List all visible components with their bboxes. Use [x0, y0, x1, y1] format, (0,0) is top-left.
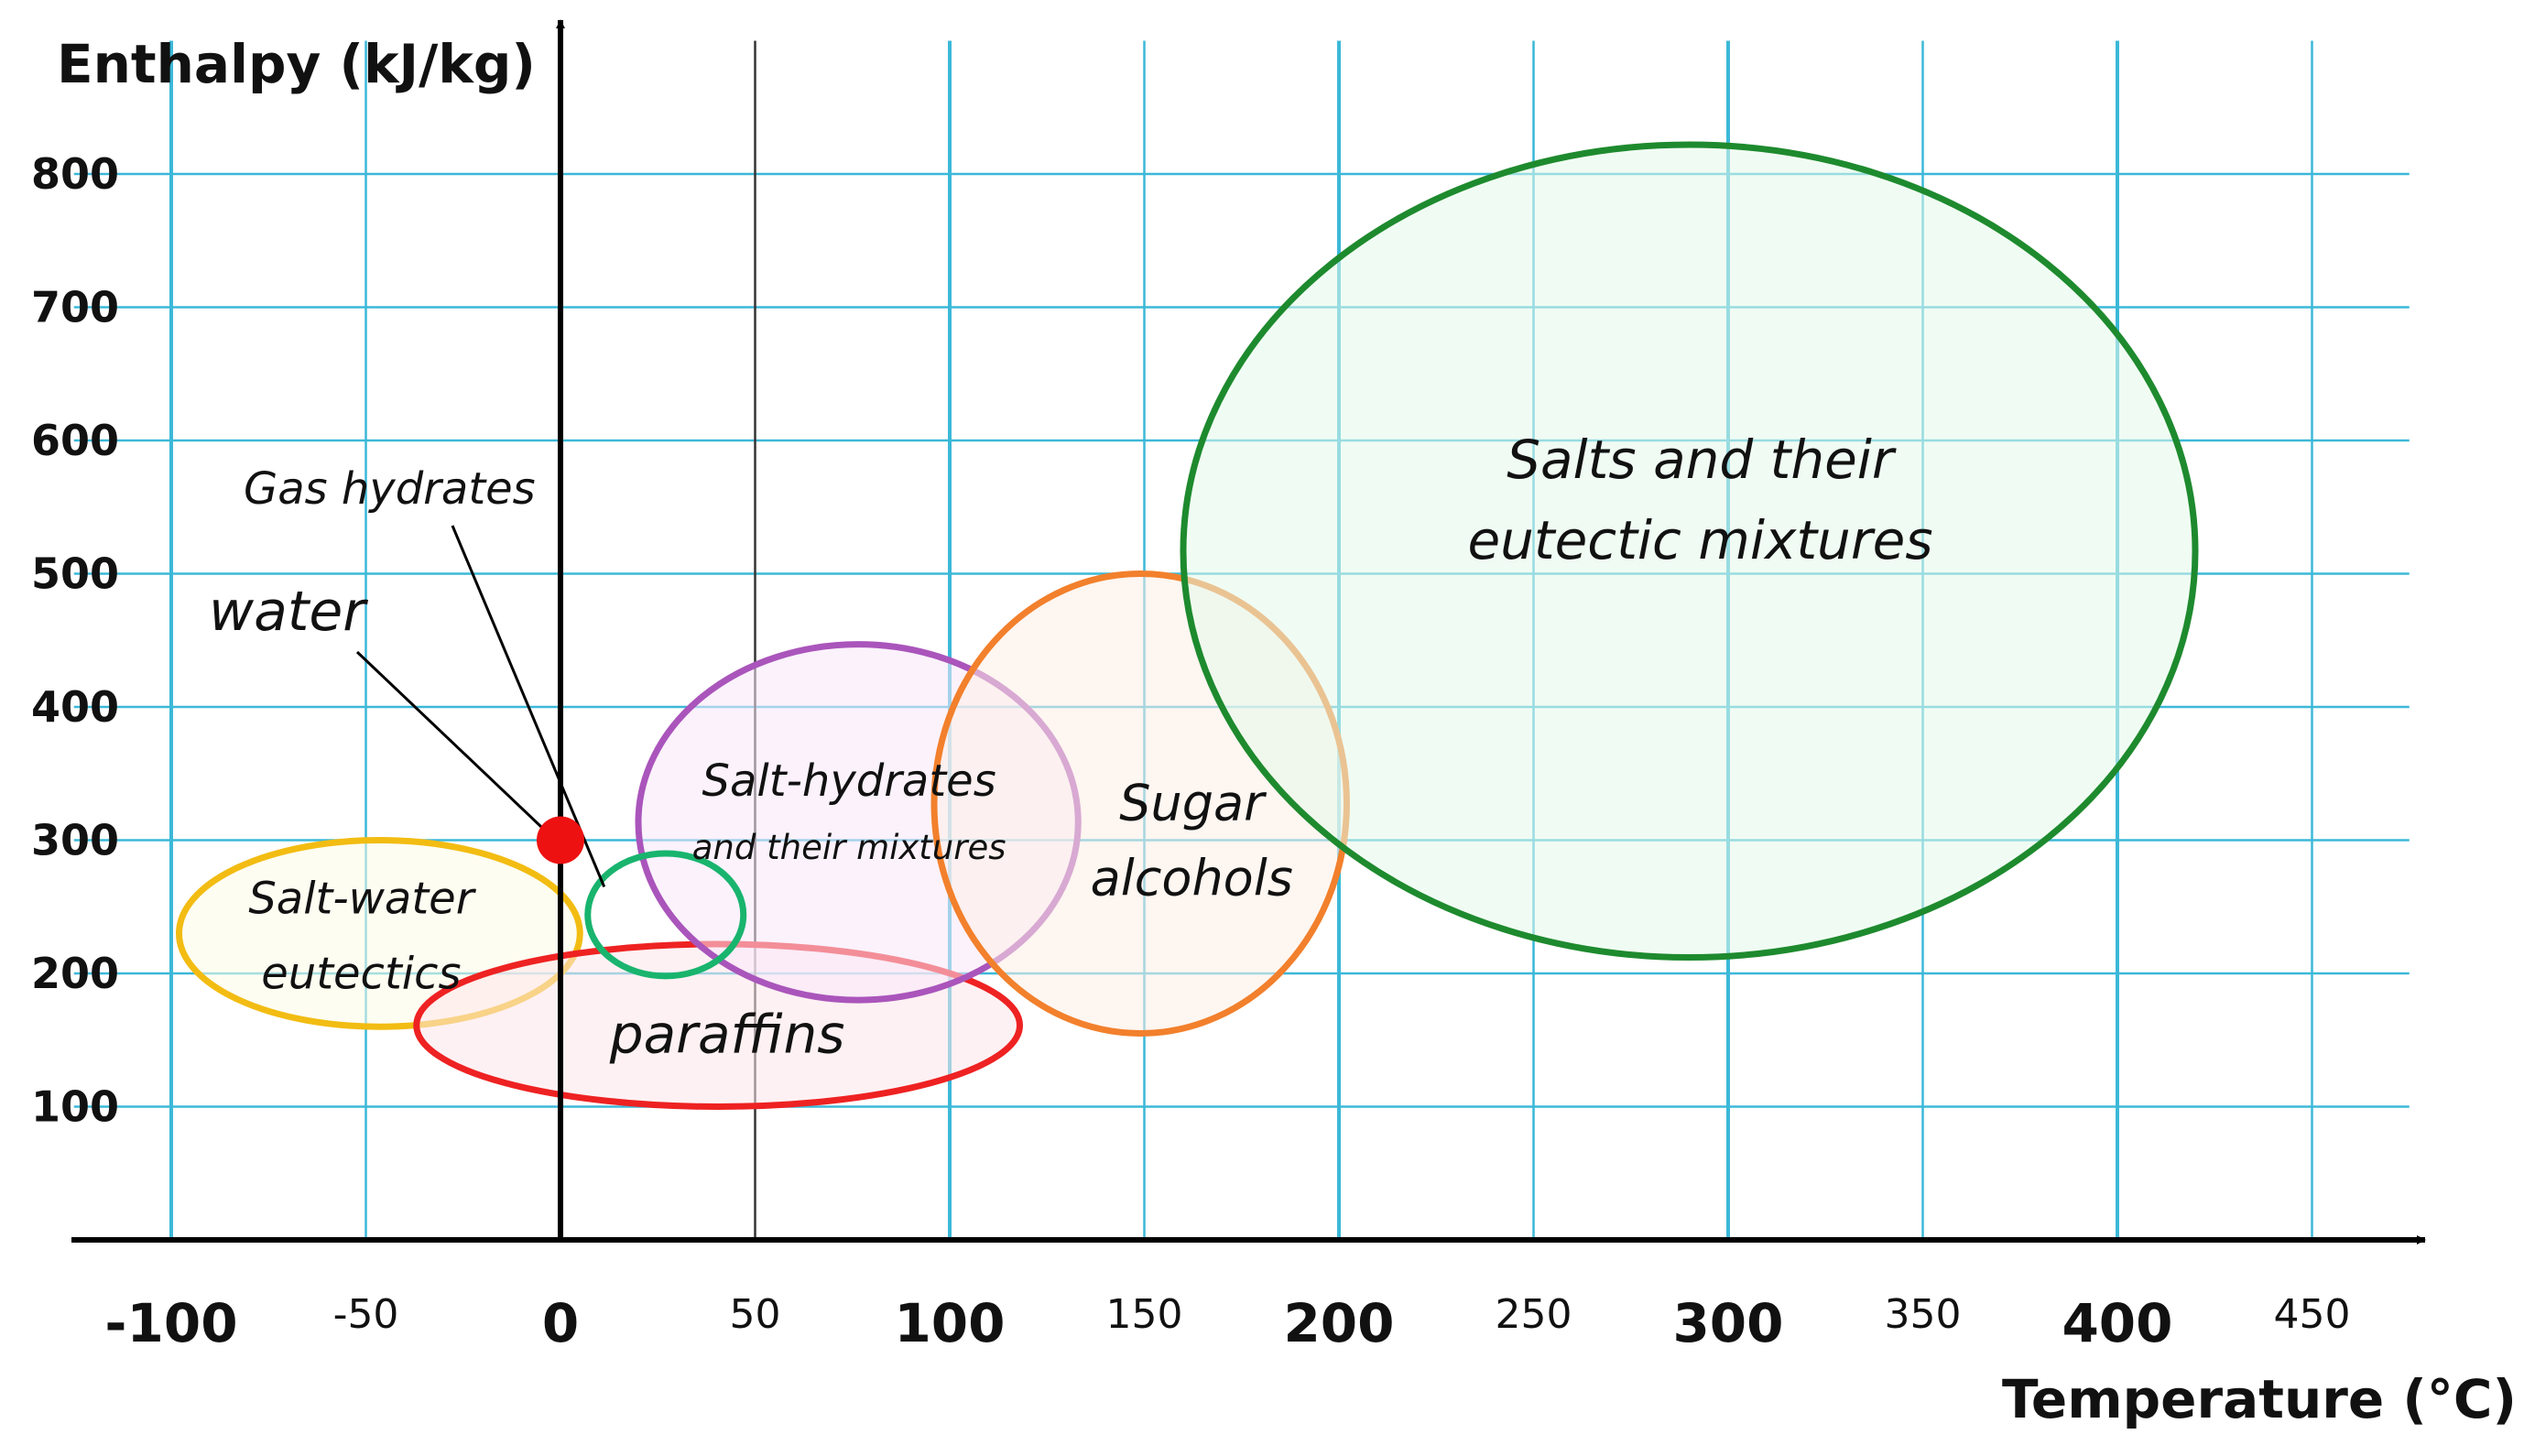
- x-axis-title: Temperature (°C): [2002, 1368, 2517, 1430]
- region-label: alcohols: [1091, 849, 1293, 907]
- region-label: Sugar: [1119, 774, 1267, 831]
- y-tick-label: 300: [31, 816, 119, 865]
- x-tick-label: 150: [1106, 1291, 1183, 1338]
- gas-hydrates-label: Gas hydrates: [244, 463, 536, 515]
- region-label: Salt-water: [248, 873, 476, 924]
- y-tick-label: 200: [31, 949, 119, 998]
- y-tick-label: 700: [31, 283, 119, 332]
- x-tick-label: 350: [1885, 1291, 1962, 1338]
- x-tick-label: 450: [2274, 1291, 2351, 1338]
- region-ellipse: [1180, 141, 2199, 962]
- x-tick-label: 400: [2062, 1292, 2172, 1354]
- x-tick-label: 0: [542, 1292, 579, 1354]
- x-tick-label: -100: [104, 1292, 237, 1354]
- y-tick-label: 400: [31, 682, 119, 732]
- region-ellipse: [584, 850, 747, 980]
- region-label: eutectic mixtures: [1467, 509, 1932, 571]
- x-tick-label: -50: [333, 1291, 399, 1338]
- y-axis-title: Enthalpy (kJ/kg): [57, 33, 536, 95]
- y-tick-label: 100: [31, 1082, 119, 1132]
- y-tick-label: 800: [31, 149, 119, 199]
- water-point: [537, 816, 584, 864]
- y-tick-label: 600: [31, 416, 119, 465]
- x-tick-label: 250: [1496, 1291, 1572, 1338]
- region-label: paraffins: [609, 1004, 845, 1066]
- water-label: water: [209, 580, 368, 644]
- region-label: eutectics: [261, 948, 461, 999]
- y-tick-label: 500: [31, 549, 119, 599]
- x-tick-label: 50: [730, 1291, 781, 1338]
- region-label: Salt-hydrates: [702, 755, 996, 807]
- labels: 100 200 300 400 500 600 700 800 -100 -50 0 50 100 150…: [31, 149, 2351, 1354]
- water-leader-line: [355, 650, 551, 836]
- region-label: and their mixtures: [692, 828, 1006, 867]
- regions: [176, 141, 2199, 1110]
- x-tick-label: 200: [1283, 1292, 1394, 1354]
- axes: [71, 19, 2426, 1244]
- x-tick-label: 300: [1672, 1292, 1783, 1354]
- x-tick-label: 100: [894, 1292, 1005, 1354]
- annotations: [355, 525, 606, 888]
- region-label: Salts and their: [1507, 429, 1897, 491]
